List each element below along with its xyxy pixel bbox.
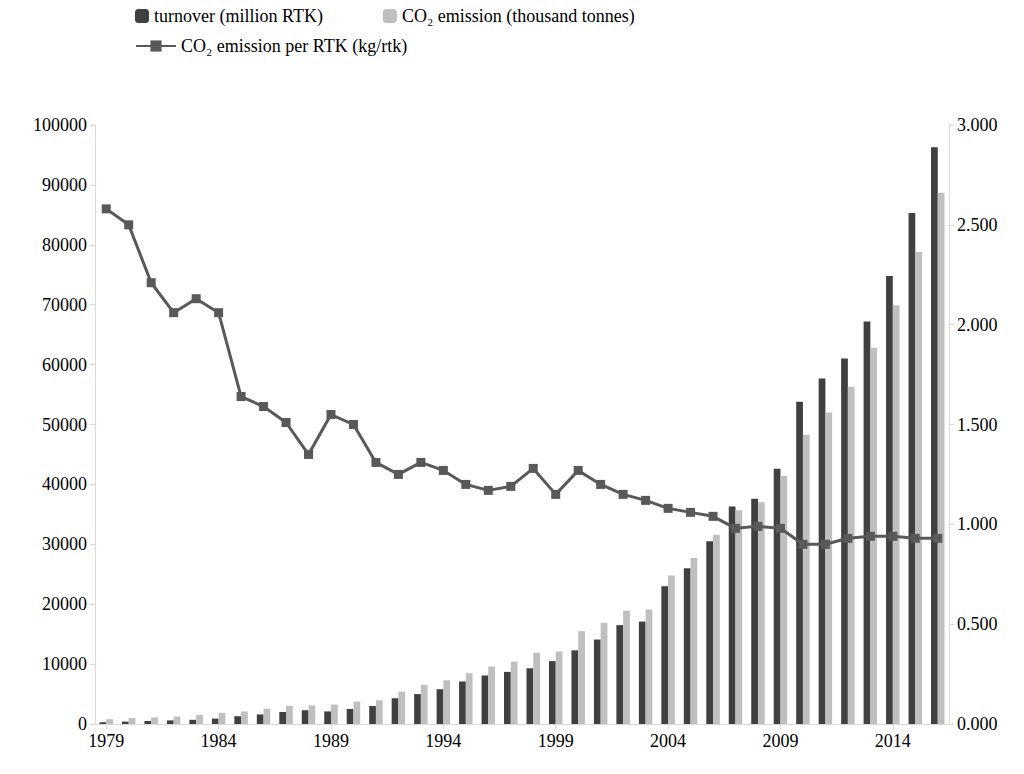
svg-text:2009: 2009 [762, 731, 798, 751]
svg-text:1999: 1999 [538, 731, 574, 751]
svg-text:60000: 60000 [42, 355, 87, 375]
svg-text:80000: 80000 [42, 235, 87, 255]
svg-text:2004: 2004 [650, 731, 686, 751]
svg-text:1989: 1989 [313, 731, 349, 751]
svg-text:CO₂ emission (thousand tonnes): CO₂ emission (thousand tonnes) [402, 6, 635, 27]
svg-text:40000: 40000 [42, 474, 87, 494]
svg-text:2014: 2014 [875, 731, 911, 751]
svg-text:10000: 10000 [42, 654, 87, 674]
svg-text:1984: 1984 [201, 731, 237, 751]
svg-text:1.000: 1.000 [957, 514, 998, 534]
svg-text:50000: 50000 [42, 415, 87, 435]
svg-text:0.500: 0.500 [957, 614, 998, 634]
svg-text:1979: 1979 [88, 731, 124, 751]
svg-text:0.000: 0.000 [957, 714, 998, 734]
svg-text:2.500: 2.500 [957, 215, 998, 235]
svg-text:3.000: 3.000 [957, 115, 998, 135]
svg-text:CO₂ emission per RTK (kg/rtk): CO₂ emission per RTK (kg/rtk) [181, 36, 407, 57]
svg-text:1.500: 1.500 [957, 415, 998, 435]
svg-text:1994: 1994 [425, 731, 461, 751]
svg-text:0: 0 [78, 714, 87, 734]
svg-text:90000: 90000 [42, 175, 87, 195]
svg-text:70000: 70000 [42, 295, 87, 315]
svg-text:100000: 100000 [33, 115, 87, 135]
svg-text:2.000: 2.000 [957, 315, 998, 335]
svg-text:30000: 30000 [42, 534, 87, 554]
svg-text:turnover (million RTK): turnover (million RTK) [154, 6, 323, 27]
svg-text:20000: 20000 [42, 594, 87, 614]
